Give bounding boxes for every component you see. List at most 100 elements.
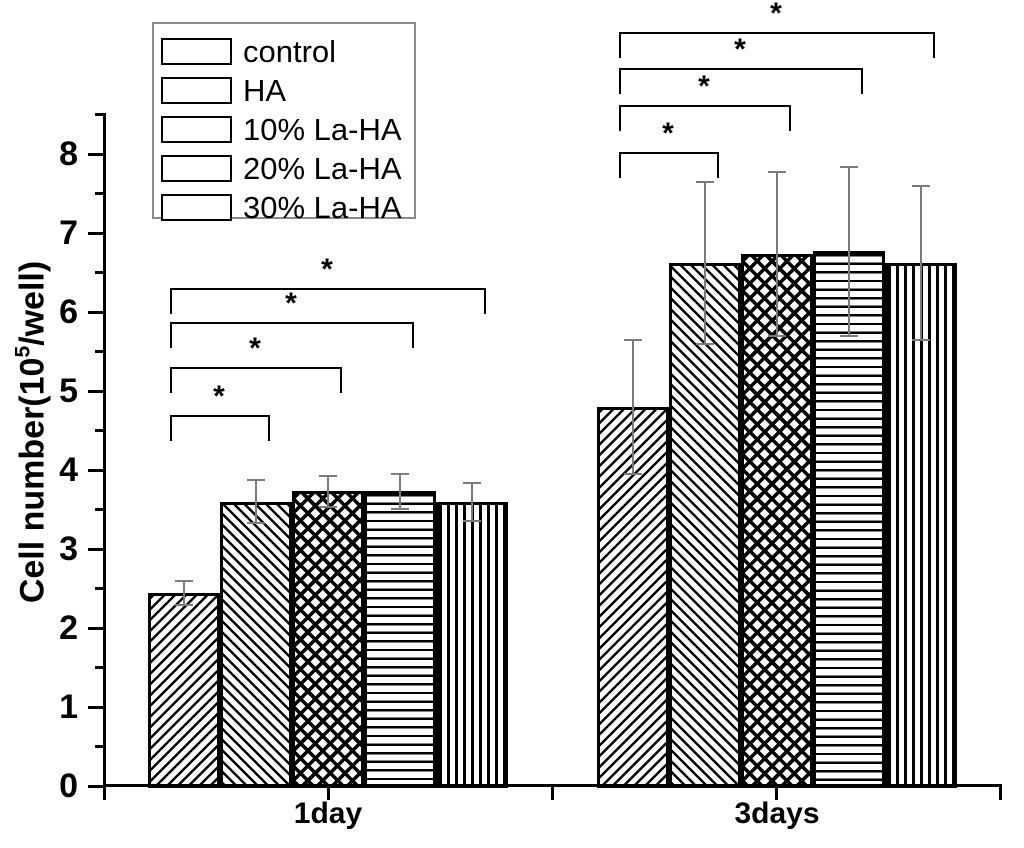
bar-30-la-ha-3days [885, 263, 957, 788]
error-bar-control-1day-cap-bottom [175, 604, 193, 607]
error-bar-20-la-ha-3days-cap-bottom [840, 334, 858, 337]
sig-bracket-1day-control-vs-30-la-ha-right-leg [483, 288, 486, 314]
error-bar-ha-1day-cap-bottom [247, 521, 265, 524]
x-tick-0 [102, 786, 106, 800]
legend-label: 20% La-HA [243, 150, 402, 186]
sig-bracket-1day-control-vs-10-la-ha-left-leg [170, 367, 173, 393]
error-bar-10-la-ha-1day-cap-bottom [319, 506, 337, 509]
sig-bracket-3days-control-vs-20-la-ha-top [619, 68, 863, 71]
error-bar-control-3days-cap-top [624, 338, 642, 341]
y-minor-tick-2.5 [95, 587, 104, 590]
sig-bracket-1day-control-vs-20-la-ha-left-leg [170, 322, 173, 348]
legend-item-10-la-ha: 10% La-HA [161, 110, 414, 149]
error-bar-20-la-ha-1day-cap-bottom [391, 507, 409, 510]
sig-bracket-1day-control-vs-ha-right-leg [267, 415, 270, 441]
sig-bracket-3days-control-vs-30-la-ha-right-leg [932, 32, 935, 58]
sig-bracket-3days-control-vs-30-la-ha-left-leg [619, 32, 622, 58]
y-major-tick-8 [88, 152, 104, 156]
y-major-tick-2 [88, 626, 104, 630]
error-bar-10-la-ha-3days [776, 172, 778, 337]
y-tick-label-8: 8 [59, 135, 78, 173]
error-bar-20-la-ha-3days-cap-top [840, 165, 858, 168]
error-bar-ha-3days-cap-bottom [696, 343, 714, 346]
legend-item-20-la-ha: 20% La-HA [161, 149, 414, 188]
sig-bracket-3days-control-vs-20-la-ha-right-leg [860, 68, 863, 94]
y-major-tick-4 [88, 468, 104, 472]
y-major-tick-6 [88, 310, 104, 314]
error-bar-30-la-ha-3days-cap-bottom [912, 338, 930, 341]
sig-bracket-3days-control-vs-10-la-ha-top [619, 105, 791, 108]
error-bar-control-3days [632, 339, 634, 474]
y-tick-label-3: 3 [59, 530, 78, 568]
error-bar-ha-3days [704, 181, 706, 345]
y-major-tick-7 [88, 231, 104, 235]
error-bar-10-la-ha-3days-cap-bottom [768, 335, 786, 338]
y-minor-tick-5.5 [95, 350, 104, 353]
y-tick-label-6: 6 [59, 293, 78, 331]
legend-swatch-vertical-icon [161, 194, 232, 221]
legend-item-ha: HA [161, 71, 414, 110]
y-minor-tick-6.5 [95, 271, 104, 274]
sig-bracket-3days-control-vs-30-la-ha-label: * [770, 0, 782, 30]
bar-10-la-ha-3days [741, 254, 813, 788]
error-bar-10-la-ha-1day [327, 475, 329, 508]
x-category-label-3days: 3days [734, 797, 820, 830]
sig-bracket-3days-control-vs-20-la-ha-left-leg [619, 68, 622, 94]
sig-bracket-1day-control-vs-30-la-ha-top [170, 288, 486, 291]
y-minor-tick-1.5 [95, 666, 104, 669]
legend-label: 10% La-HA [243, 111, 402, 147]
error-bar-30-la-ha-3days-cap-top [912, 185, 930, 188]
x-axis-line [102, 783, 1002, 787]
sig-bracket-3days-control-vs-10-la-ha-label: * [698, 70, 710, 103]
error-bar-20-la-ha-1day [399, 473, 401, 509]
y-axis-line [102, 113, 106, 800]
error-bar-ha-1day-cap-top [247, 479, 265, 482]
sig-bracket-3days-control-vs-20-la-ha-label: * [734, 33, 746, 66]
sig-bracket-3days-control-vs-ha-top [619, 152, 719, 155]
legend-label: HA [243, 72, 287, 108]
bar-control-1day [148, 593, 220, 788]
error-bar-control-1day-cap-top [175, 580, 193, 583]
bar-10-la-ha-1day [292, 491, 364, 788]
sig-bracket-1day-control-vs-10-la-ha-label: * [249, 332, 261, 365]
y-minor-tick-8.5 [95, 113, 104, 116]
error-bar-control-3days-cap-bottom [624, 472, 642, 475]
y-major-tick-3 [88, 547, 104, 551]
y-tick-label-5: 5 [59, 372, 78, 410]
y-tick-label-0: 0 [59, 767, 78, 805]
x-tick-3 [774, 786, 778, 800]
sig-bracket-1day-control-vs-ha-left-leg [170, 415, 173, 441]
error-bar-control-1day [183, 581, 185, 606]
sig-bracket-1day-control-vs-10-la-ha-right-leg [339, 367, 342, 393]
x-category-label-1day: 1day [293, 797, 363, 830]
sig-bracket-3days-control-vs-10-la-ha-left-leg [619, 105, 622, 131]
sig-bracket-1day-control-vs-20-la-ha-right-leg [411, 322, 414, 348]
bar-20-la-ha-3days [813, 251, 885, 788]
bar-30-la-ha-1day [436, 502, 508, 788]
sig-bracket-3days-control-vs-10-la-ha-right-leg [788, 105, 791, 131]
bar-20-la-ha-1day [364, 491, 436, 788]
legend-swatch-crosshatch-icon [161, 116, 232, 143]
bar-ha-3days [669, 263, 741, 788]
error-bar-20-la-ha-3days [848, 166, 850, 336]
error-bar-30-la-ha-1day [471, 483, 473, 522]
y-minor-tick-4.5 [95, 429, 104, 432]
error-bar-30-la-ha-3days [920, 186, 922, 340]
sig-bracket-3days-control-vs-ha-right-leg [716, 152, 719, 178]
error-bar-10-la-ha-3days-cap-top [768, 171, 786, 174]
y-major-tick-5 [88, 389, 104, 393]
legend-label: 30% La-HA [243, 189, 402, 225]
y-tick-label-2: 2 [59, 609, 78, 647]
x-tick-2 [550, 786, 554, 800]
error-bar-ha-1day [255, 480, 257, 523]
y-minor-tick-7.5 [95, 192, 104, 195]
legend-item-control: control [161, 32, 414, 71]
error-bar-ha-3days-cap-top [696, 180, 714, 183]
sig-bracket-1day-control-vs-20-la-ha-label: * [285, 287, 297, 320]
error-bar-30-la-ha-1day-cap-top [463, 482, 481, 485]
y-axis-title-superscript: 5 [11, 345, 35, 358]
y-major-tick-1 [88, 705, 104, 709]
sig-bracket-1day-control-vs-10-la-ha-top [170, 367, 342, 370]
y-tick-label-4: 4 [59, 451, 78, 489]
